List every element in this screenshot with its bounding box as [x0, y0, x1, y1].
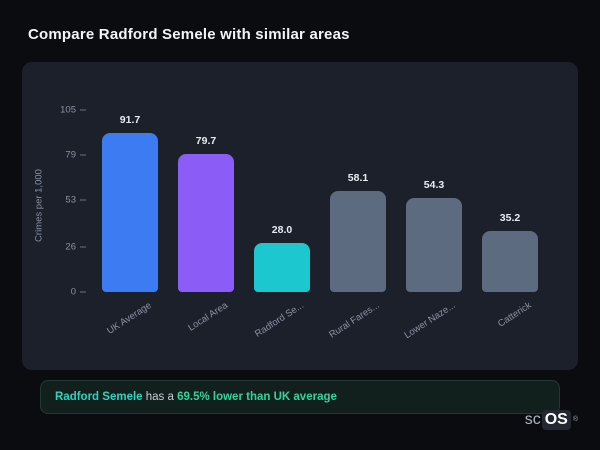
y-axis-tick: 105 [60, 105, 86, 116]
y-axis-tick: 26 [65, 241, 86, 252]
x-axis-label: Radford Se... [252, 300, 306, 340]
bar-2[interactable] [254, 243, 310, 292]
y-tick-label: 0 [70, 286, 76, 298]
bar-value-label: 28.0 [271, 224, 293, 237]
x-axis-label: UK Average [105, 300, 154, 337]
bar-group-4: 54.3 Lower Naze... [402, 110, 466, 341]
tick-mark-icon [80, 246, 86, 248]
bar-chart-plot-area: 91.7 UK Average 79.7 Local Area 28.0 Radford … [60, 105, 546, 341]
scos-logo: sc OS ® [525, 410, 578, 430]
bar-4[interactable] [406, 197, 462, 292]
bar-group-3: 58.1 Rural Fares... [326, 110, 390, 341]
x-axis-label: Rural Fares... [327, 300, 382, 341]
bar-group-0: 91.7 UK Average [98, 110, 162, 337]
y-axis-label: Crimes per 1,000 [33, 169, 45, 242]
tick-mark-icon [80, 291, 86, 293]
x-axis-label: Local Area [186, 300, 230, 334]
y-tick-label: 26 [65, 241, 76, 253]
note-highlight-text: 69.5% lower than UK average [177, 391, 337, 403]
x-axis-label: Lower Naze... [402, 300, 458, 342]
bar-group-1: 79.7 Local Area [174, 110, 238, 334]
chart-card: Crimes per 1,000 91.7 UK Average 79.7 Local… [22, 62, 578, 370]
y-tick-label: 53 [65, 194, 76, 206]
bar-1[interactable] [178, 153, 234, 292]
tick-mark-icon [80, 109, 86, 111]
y-axis-tick: 0 [71, 287, 86, 298]
note-connector-text: has a [142, 391, 178, 403]
y-tick-label: 105 [60, 104, 76, 116]
note-area-name: Radford Semele [55, 391, 143, 403]
tick-mark-icon [80, 154, 86, 156]
bar-value-label: 58.1 [347, 172, 369, 185]
y-tick-label: 79 [65, 149, 76, 161]
bar-5[interactable] [482, 231, 538, 292]
bars-row: 91.7 UK Average 79.7 Local Area 28.0 Radford … [94, 110, 546, 341]
bar-value-label: 79.7 [195, 134, 217, 147]
tick-mark-icon [80, 199, 86, 201]
y-axis-tick: 79 [65, 150, 86, 161]
logo-prefix: sc [524, 411, 541, 428]
bar-3[interactable] [330, 191, 386, 292]
bar-group-5: 35.2 Catterick [478, 110, 542, 330]
bar-0[interactable] [102, 133, 158, 292]
logo-suffix: OS [541, 410, 571, 430]
bar-value-label: 35.2 [499, 212, 521, 224]
registered-trademark-icon: ® [572, 416, 578, 423]
bar-group-2: 28.0 Radford Se... [250, 110, 314, 340]
page-title: Compare Radford Semele with similar area… [28, 26, 350, 43]
comparison-note: Radford Semele has a 69.5% lower than UK… [40, 380, 560, 414]
bar-value-label: 54.3 [423, 178, 445, 191]
x-axis-label: Catterick [496, 300, 534, 330]
bar-value-label: 91.7 [119, 114, 141, 127]
y-axis-tick: 53 [65, 195, 86, 206]
